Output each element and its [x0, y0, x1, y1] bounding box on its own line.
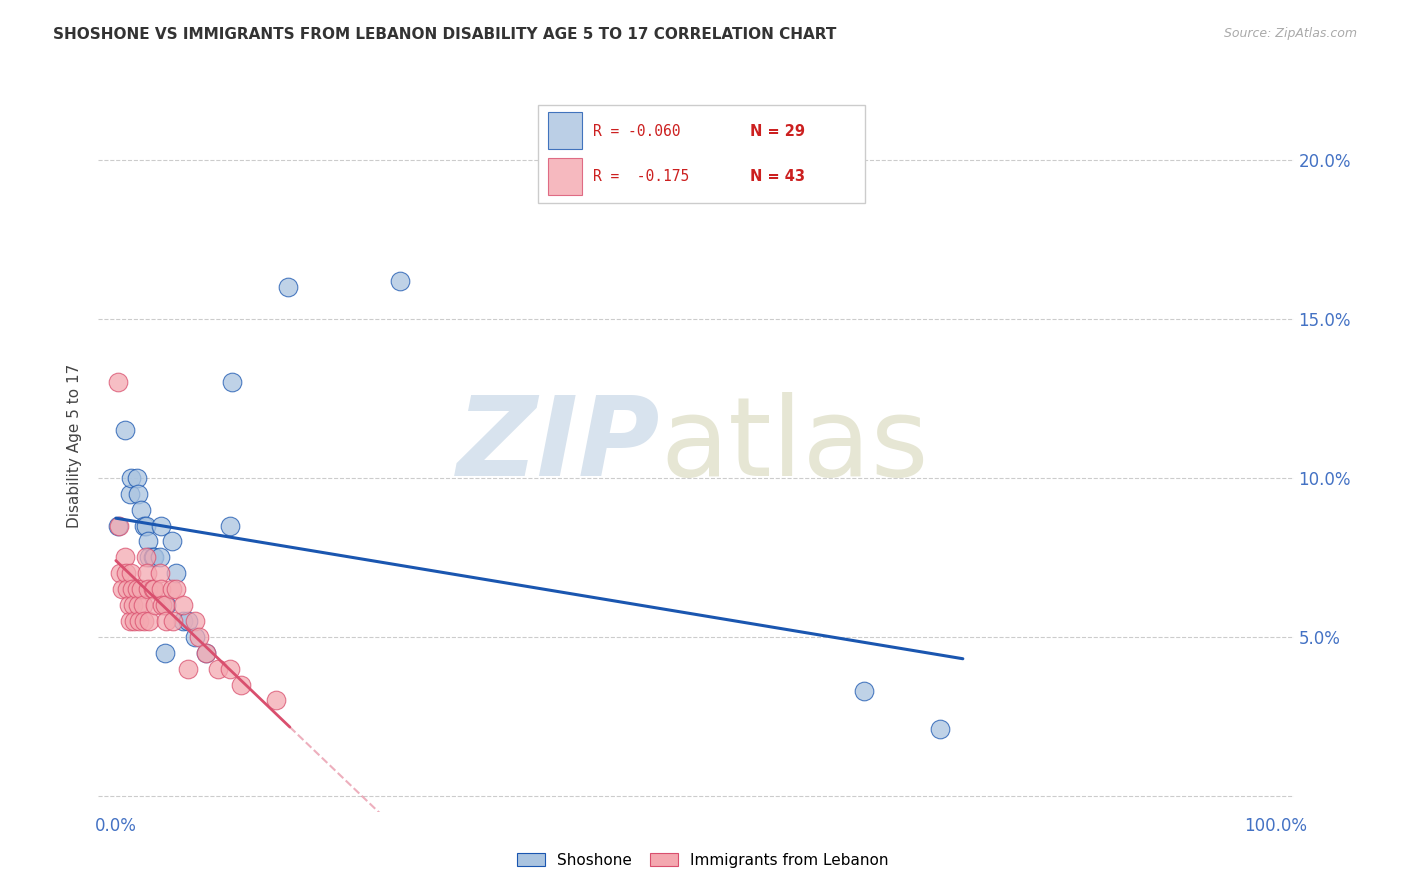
FancyBboxPatch shape: [548, 158, 582, 194]
Point: [114, 550, 136, 565]
Point: [165, 566, 187, 581]
Point: [149, 566, 172, 581]
Point: [177, 662, 200, 676]
Point: [135, 550, 157, 565]
Point: [928, 722, 950, 736]
Point: [172, 614, 194, 628]
Point: [118, 486, 141, 500]
Point: [195, 646, 218, 660]
Point: [160, 534, 183, 549]
Point: [138, 614, 160, 628]
Point: [142, 582, 165, 596]
Point: [183, 630, 205, 644]
Point: [188, 630, 211, 644]
Point: [136, 534, 159, 549]
Text: atlas: atlas: [661, 392, 928, 500]
Point: [121, 582, 143, 596]
Point: [153, 646, 176, 660]
Point: [389, 274, 412, 288]
Point: [218, 518, 240, 533]
Point: [138, 550, 160, 565]
Point: [853, 684, 876, 698]
Point: [153, 598, 176, 612]
Point: [142, 550, 165, 565]
Point: [127, 486, 149, 500]
Point: [110, 566, 132, 581]
Point: [231, 677, 253, 691]
Text: N = 29: N = 29: [751, 124, 806, 139]
Legend: Shoshone, Immigrants from Lebanon: Shoshone, Immigrants from Lebanon: [510, 845, 896, 875]
Point: [177, 614, 200, 628]
Point: [221, 376, 243, 390]
Point: [131, 502, 153, 516]
Point: [165, 582, 187, 596]
Point: [107, 376, 129, 390]
FancyBboxPatch shape: [537, 104, 865, 203]
Point: [150, 582, 173, 596]
Point: [172, 598, 194, 612]
Point: [207, 662, 229, 676]
Point: [117, 598, 139, 612]
Point: [131, 582, 153, 596]
Point: [264, 693, 287, 707]
Point: [149, 550, 172, 565]
Y-axis label: Disability Age 5 to 17: Disability Age 5 to 17: [67, 364, 83, 528]
Text: N = 43: N = 43: [751, 169, 806, 184]
Text: R =  -0.175: R = -0.175: [593, 169, 689, 184]
Point: [195, 646, 218, 660]
Point: [115, 566, 138, 581]
Point: [124, 614, 146, 628]
Point: [117, 582, 139, 596]
Point: [277, 280, 299, 294]
Text: R = -0.060: R = -0.060: [593, 124, 681, 139]
Point: [108, 518, 131, 533]
Point: [125, 582, 148, 596]
Point: [150, 518, 173, 533]
Text: SHOSHONE VS IMMIGRANTS FROM LEBANON DISABILITY AGE 5 TO 17 CORRELATION CHART: SHOSHONE VS IMMIGRANTS FROM LEBANON DISA…: [53, 27, 837, 42]
Point: [122, 598, 145, 612]
Point: [136, 582, 159, 596]
Point: [218, 662, 240, 676]
Point: [125, 471, 148, 485]
Point: [135, 518, 157, 533]
Point: [118, 614, 141, 628]
Point: [155, 614, 177, 628]
Point: [120, 566, 142, 581]
FancyBboxPatch shape: [548, 112, 582, 149]
Point: [143, 550, 166, 565]
Point: [114, 423, 136, 437]
Point: [136, 566, 159, 581]
Point: [127, 598, 149, 612]
Point: [160, 582, 183, 596]
Text: Source: ZipAtlas.com: Source: ZipAtlas.com: [1223, 27, 1357, 40]
Point: [131, 598, 153, 612]
Point: [150, 598, 173, 612]
Point: [143, 598, 166, 612]
Point: [183, 614, 205, 628]
Point: [111, 582, 134, 596]
Point: [155, 598, 177, 612]
Point: [143, 582, 166, 596]
Point: [132, 518, 155, 533]
Point: [162, 614, 184, 628]
Text: ZIP: ZIP: [457, 392, 661, 500]
Point: [120, 471, 142, 485]
Point: [128, 614, 150, 628]
Point: [132, 614, 155, 628]
Point: [107, 518, 129, 533]
